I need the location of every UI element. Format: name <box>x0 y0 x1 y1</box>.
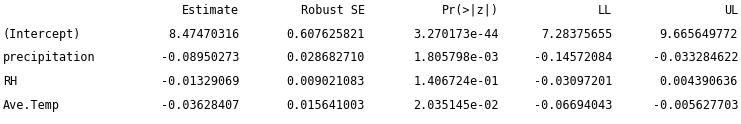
Text: 9.665649772: 9.665649772 <box>659 28 738 41</box>
Text: Pr(>|z|): Pr(>|z|) <box>442 4 499 17</box>
Text: UL: UL <box>724 4 738 17</box>
Text: RH: RH <box>3 75 17 88</box>
Text: Ave.Temp: Ave.Temp <box>3 99 60 112</box>
Text: 0.607625821: 0.607625821 <box>287 28 365 41</box>
Text: -0.03628407: -0.03628407 <box>161 99 239 112</box>
Text: -0.005627703: -0.005627703 <box>653 99 738 112</box>
Text: -0.03097201: -0.03097201 <box>534 75 612 88</box>
Text: 0.009021083: 0.009021083 <box>287 75 365 88</box>
Text: Robust SE: Robust SE <box>301 4 365 17</box>
Text: 1.406724e-01: 1.406724e-01 <box>413 75 499 88</box>
Text: 0.028682710: 0.028682710 <box>287 51 365 64</box>
Text: 0.004390636: 0.004390636 <box>659 75 738 88</box>
Text: -0.033284622: -0.033284622 <box>653 51 738 64</box>
Text: -0.06694043: -0.06694043 <box>534 99 612 112</box>
Text: (Intercept): (Intercept) <box>3 28 82 41</box>
Text: -0.14572084: -0.14572084 <box>534 51 612 64</box>
Text: precipitation: precipitation <box>3 51 96 64</box>
Text: 8.47470316: 8.47470316 <box>168 28 239 41</box>
Text: 7.28375655: 7.28375655 <box>541 28 612 41</box>
Text: Estimate: Estimate <box>182 4 239 17</box>
Text: 1.805798e-03: 1.805798e-03 <box>413 51 499 64</box>
Text: LL: LL <box>598 4 612 17</box>
Text: -0.08950273: -0.08950273 <box>161 51 239 64</box>
Text: 2.035145e-02: 2.035145e-02 <box>413 99 499 112</box>
Text: -0.01329069: -0.01329069 <box>161 75 239 88</box>
Text: 3.270173e-44: 3.270173e-44 <box>413 28 499 41</box>
Text: 0.015641003: 0.015641003 <box>287 99 365 112</box>
